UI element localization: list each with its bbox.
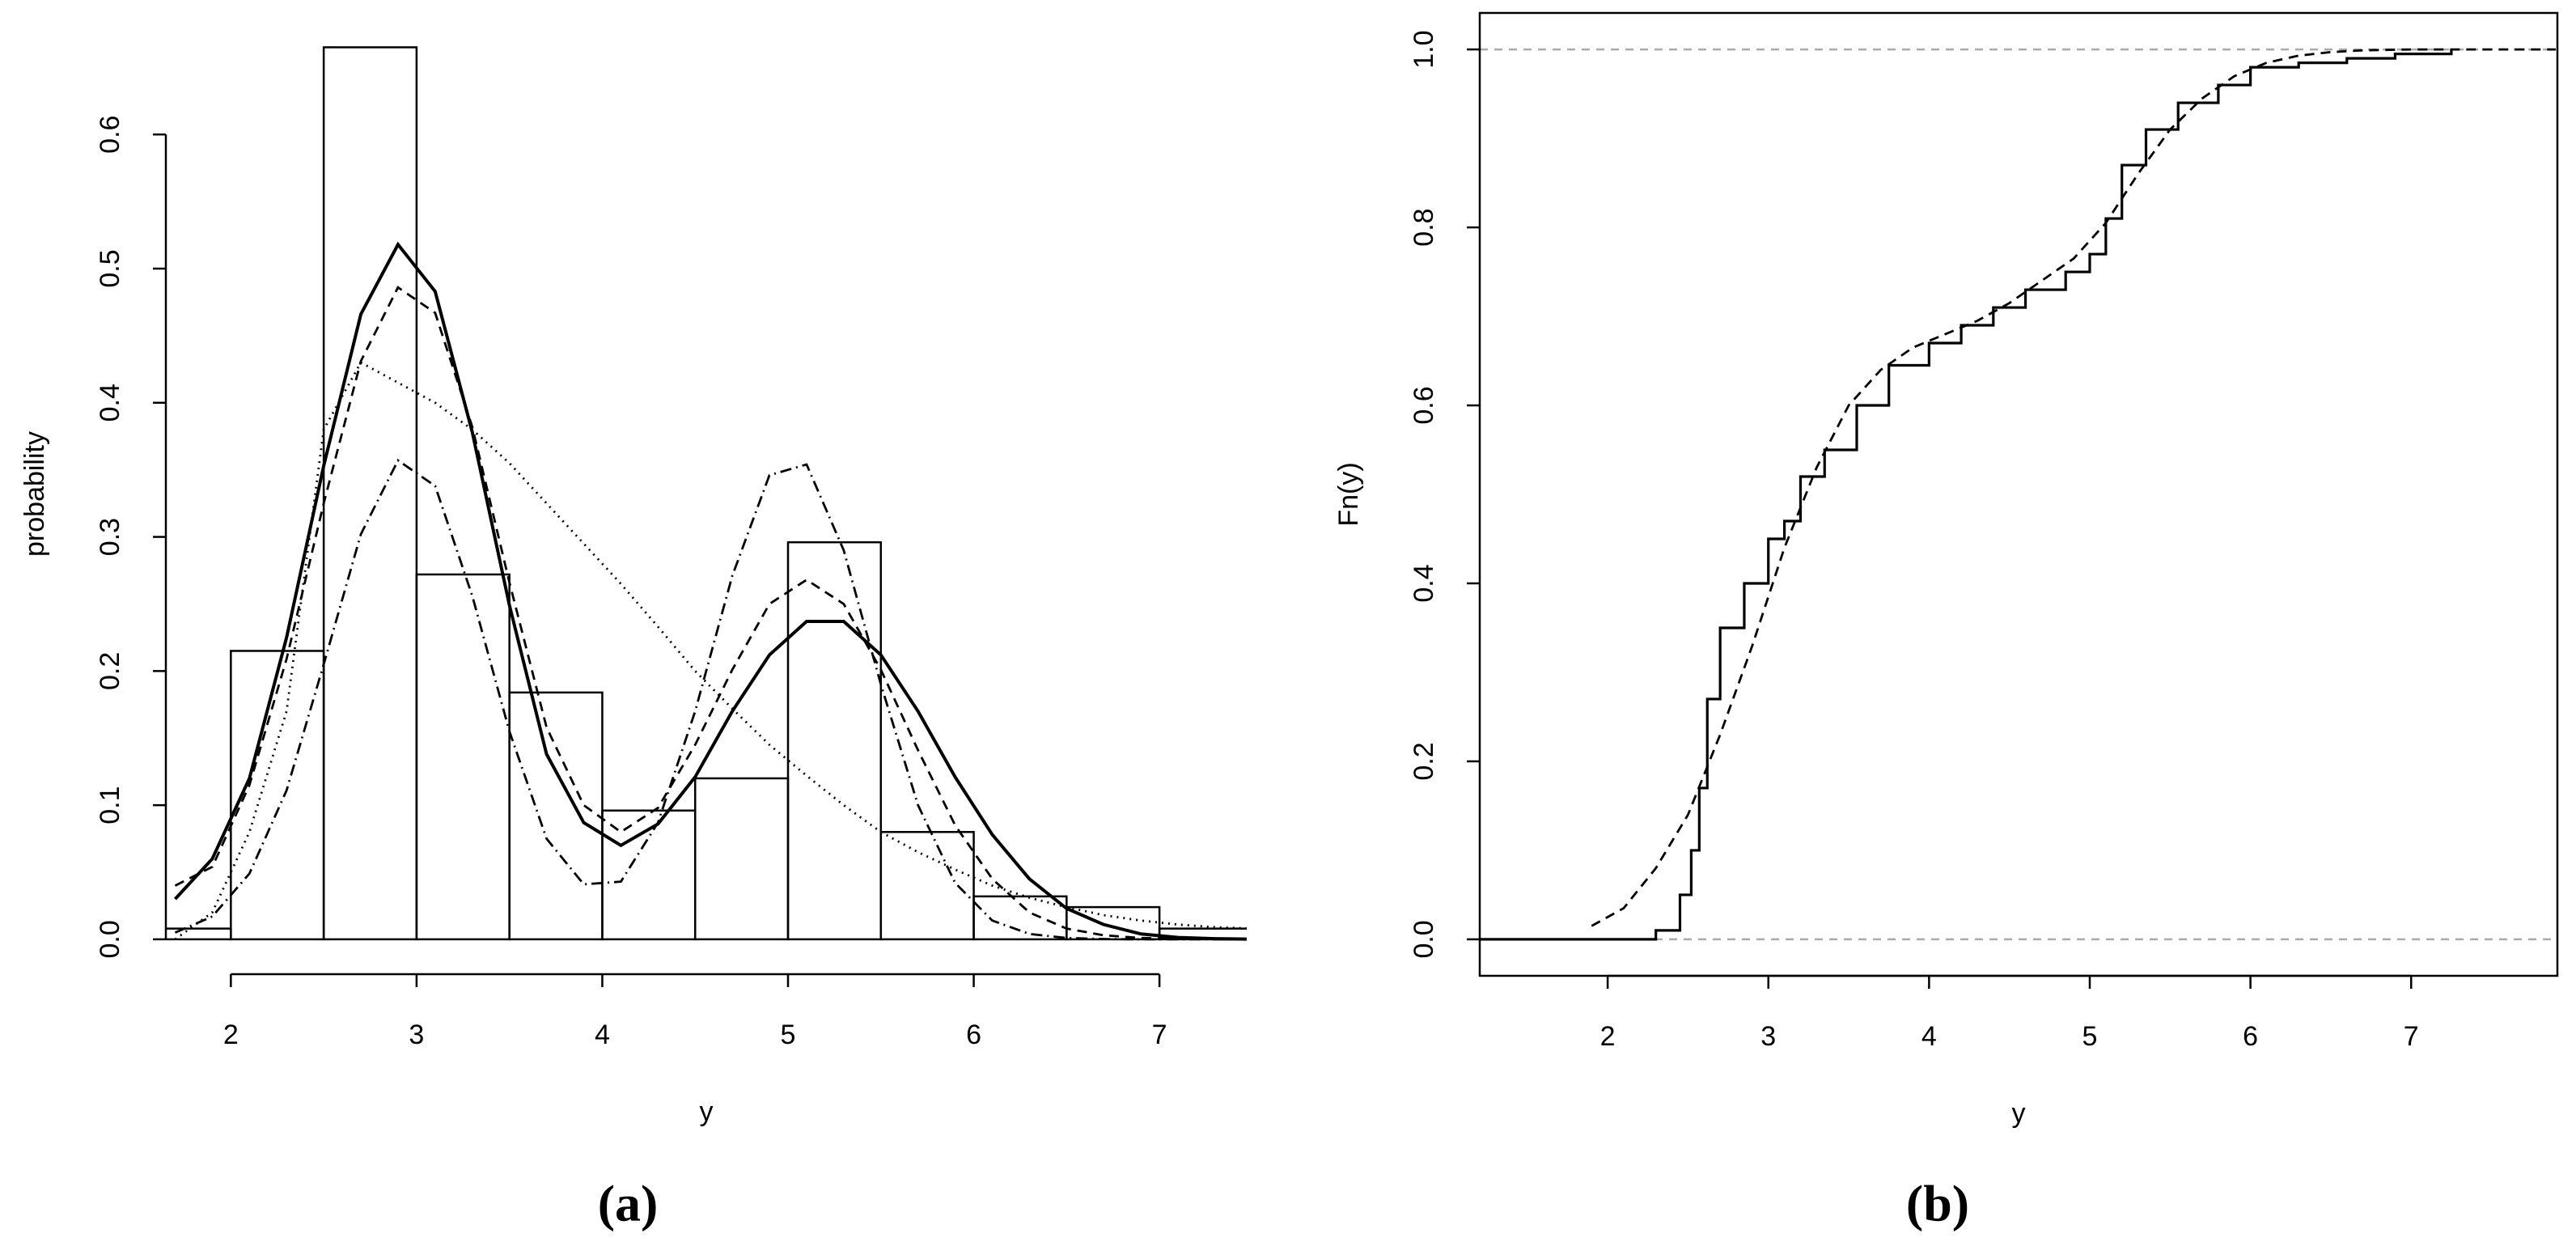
plot-area [1480,48,2557,941]
x-tick-label: 6 [966,1019,981,1050]
histogram-bar [1066,905,1161,941]
y-tick-label: 0.5 [95,249,125,287]
y-tick-label: 0.6 [95,116,125,154]
x-tick-label: 7 [2404,1021,2419,1052]
histogram-bar [786,540,883,941]
x-tick-label: 2 [1600,1021,1616,1052]
plot-area [166,46,1247,941]
y-axis-title: Fn(y) [1333,462,1364,526]
y-tick-label: 0.0 [95,920,125,958]
x-tick-label: 4 [595,1019,610,1050]
x-tick-label: 2 [223,1019,239,1050]
x-tick-label: 5 [2082,1021,2098,1052]
y-tick-label: 0.0 [1409,920,1439,958]
y-tick-label: 0.2 [1409,742,1439,780]
plot-frame [1478,11,2559,977]
y-tick-label: 0.3 [95,518,125,556]
histogram-bar [322,46,418,941]
y-tick-label: 0.2 [95,652,125,690]
x-tick-label: 7 [1152,1019,1167,1050]
caption: (a) [598,1175,659,1232]
x-axis-title: y [700,1096,714,1127]
curve [174,458,1247,941]
histogram-bar [879,831,975,941]
y-tick-label: 0.8 [1409,208,1439,246]
x-tick-label: 4 [1921,1021,1937,1052]
x-tick-label: 5 [781,1019,796,1050]
ecdf-step [1480,49,2453,941]
x-axis-title: y [2012,1098,2026,1129]
x-tick-label: 3 [409,1019,424,1050]
y-tick-label: 0.4 [1409,564,1439,602]
curve [1591,48,2557,927]
curve [174,361,1247,941]
caption: (b) [1906,1175,1969,1232]
y-tick-label: 0.1 [95,786,125,824]
x-tick-label: 6 [2243,1021,2258,1052]
y-tick-label: 0.4 [95,384,125,422]
curve [174,241,1247,941]
y-tick-label: 1.0 [1409,30,1439,68]
y-tick-label: 0.6 [1409,386,1439,424]
y-axis-title: probability [19,431,50,557]
x-tick-label: 3 [1760,1021,1776,1052]
